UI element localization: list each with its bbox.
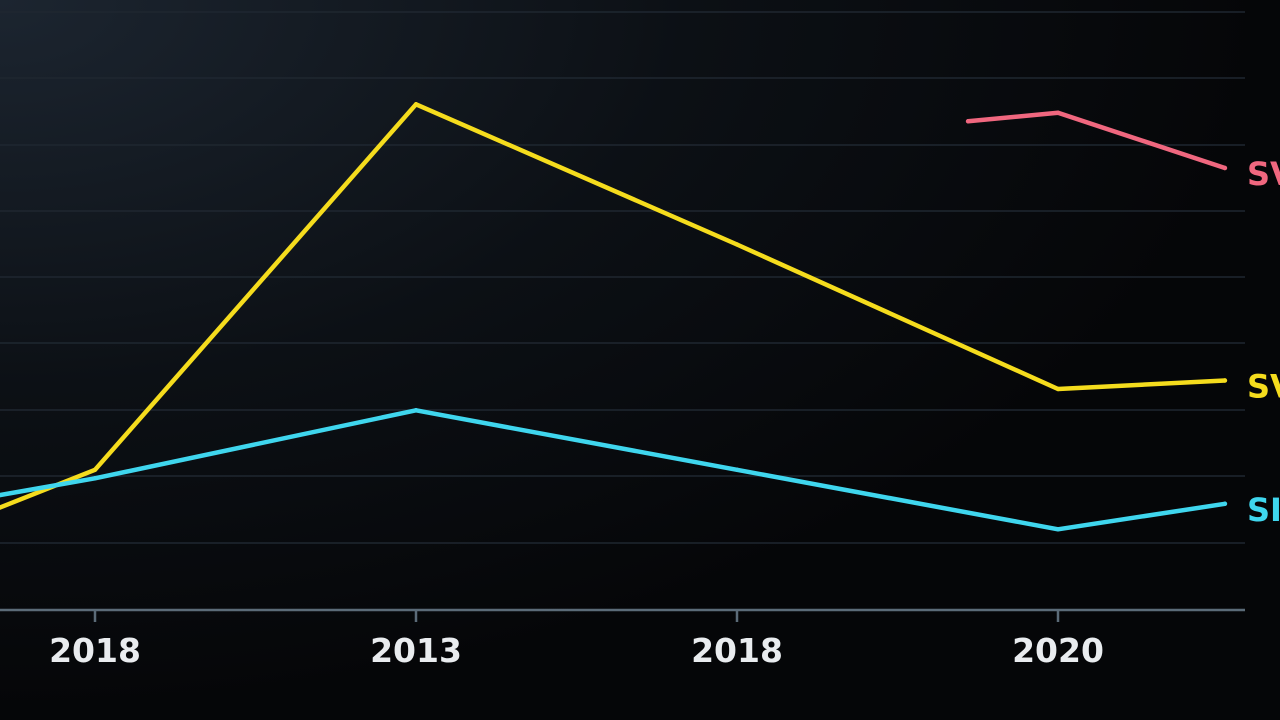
series-point (1055, 110, 1061, 115)
series-end-label: SV (1247, 155, 1280, 193)
series-point (413, 102, 419, 107)
series-point (1222, 501, 1228, 506)
series-end-label: SI (1247, 491, 1280, 529)
series-point (92, 476, 98, 481)
series-point (734, 467, 740, 472)
series-line (965, 110, 1228, 171)
series-point (1222, 165, 1228, 171)
series-point (92, 467, 98, 472)
series-lines (0, 102, 1228, 532)
x-tick-label: 2018 (691, 631, 783, 670)
series-point (0, 506, 1, 510)
series-point (1055, 386, 1061, 392)
series-labels: SV SV SI (1247, 155, 1280, 529)
series-line (0, 408, 1228, 532)
series-point (0, 493, 1, 498)
series-point (1055, 527, 1061, 532)
series-point (734, 242, 740, 247)
x-tick-label: 2013 (370, 631, 462, 670)
x-tick-label: 2018 (49, 631, 141, 670)
series-point (1222, 378, 1228, 383)
x-axis-ticks: 2018 2013 2018 2020 (49, 610, 1104, 670)
series-line (0, 102, 1228, 510)
gridlines (0, 11, 1245, 544)
series-point (965, 119, 971, 124)
series-end-label: SV (1247, 368, 1280, 406)
x-tick-label: 2020 (1012, 631, 1104, 670)
series-point (413, 408, 419, 413)
